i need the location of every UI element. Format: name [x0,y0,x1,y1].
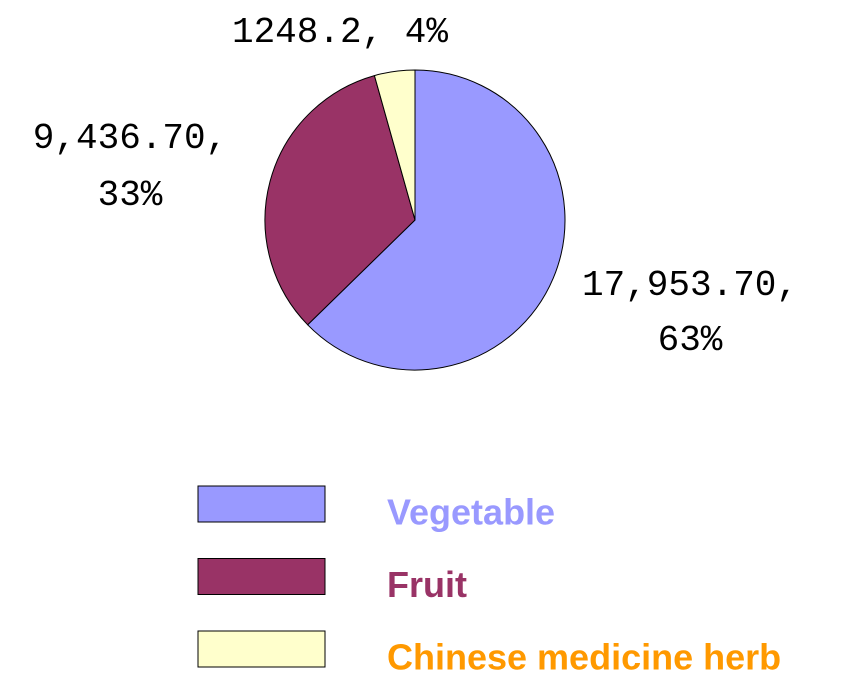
value-label-line: 9,436.70, [33,118,227,159]
legend-swatch [197,558,326,595]
legend-label: Vegetable [387,492,555,533]
value-label: 17,953.70, 63% [582,265,798,361]
legend-swatch [197,630,326,668]
pie-slice [306,69,566,371]
value-label-line: 33% [98,175,163,216]
value-label: 1248.2, 4% [232,12,448,53]
value-label: 9,436.70, 33% [33,118,227,216]
legend-label: Fruit [387,564,467,605]
pie-slice [264,74,416,326]
value-label-line: 17,953.70, [582,265,798,306]
pie-slice [373,69,416,221]
value-label-line: 63% [658,320,723,361]
legend-label: Chinese medicine herb [387,637,781,678]
legend-swatch [197,485,326,523]
